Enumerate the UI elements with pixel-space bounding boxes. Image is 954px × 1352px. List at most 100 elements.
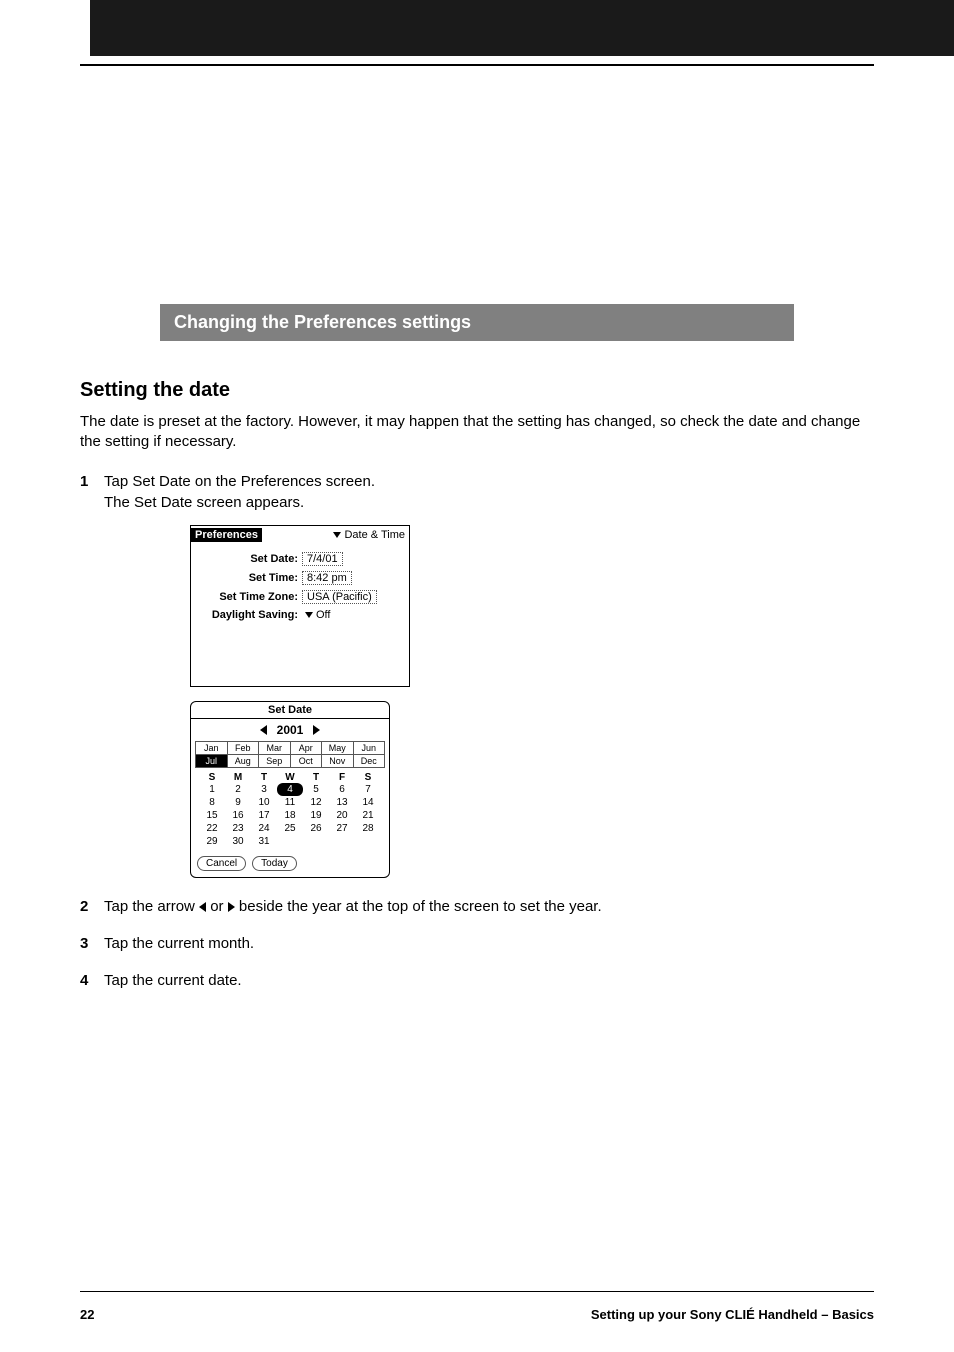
day-cell[interactable]: 22 (199, 822, 225, 835)
top-rule (80, 64, 874, 66)
day-cell[interactable]: 13 (329, 796, 355, 809)
month-cell-oct[interactable]: Oct (291, 755, 323, 768)
dow-header: M (225, 772, 251, 783)
day-cell[interactable]: 3 (251, 783, 277, 796)
day-cell[interactable]: 17 (251, 809, 277, 822)
daylight-label: Daylight Saving: (197, 609, 302, 621)
step-2: 2 Tap the arrow or beside the year at th… (80, 898, 874, 915)
prefs-menu-label: Date & Time (344, 529, 405, 541)
section-body-text: The date is preset at the factory. Howev… (80, 412, 874, 453)
section-title: Setting the date (80, 379, 874, 402)
day-cell[interactable]: 4 (277, 783, 303, 796)
top-header-bar (0, 0, 954, 56)
daylight-value[interactable]: Off (316, 609, 330, 621)
prefs-title: Preferences (191, 528, 262, 542)
day-cell-empty (277, 835, 303, 848)
day-cell[interactable]: 1 (199, 783, 225, 796)
step-4-text: Tap the current date. (104, 972, 874, 989)
set-date-title: Set Date (191, 702, 389, 719)
right-arrow-icon (228, 902, 235, 912)
day-cell[interactable]: 9 (225, 796, 251, 809)
month-cell-jan[interactable]: Jan (196, 742, 228, 755)
month-cell-feb[interactable]: Feb (228, 742, 260, 755)
day-cell[interactable]: 31 (251, 835, 277, 848)
year-value: 2001 (277, 723, 304, 737)
day-cell[interactable]: 15 (199, 809, 225, 822)
set-date-label: Set Date: (197, 553, 302, 565)
month-cell-jul[interactable]: Jul (196, 755, 228, 768)
dow-header: S (199, 772, 225, 783)
month-cell-aug[interactable]: Aug (228, 755, 260, 768)
step-3: 3 Tap the current month. (80, 935, 874, 952)
step-1-number: 1 (80, 473, 104, 511)
day-cell[interactable]: 14 (355, 796, 381, 809)
month-cell-nov[interactable]: Nov (322, 755, 354, 768)
day-cell[interactable]: 29 (199, 835, 225, 848)
month-cell-sep[interactable]: Sep (259, 755, 291, 768)
dow-header: T (251, 772, 277, 783)
month-cell-apr[interactable]: Apr (291, 742, 323, 755)
day-cell[interactable]: 19 (303, 809, 329, 822)
day-cell[interactable]: 5 (303, 783, 329, 796)
day-cell[interactable]: 10 (251, 796, 277, 809)
step-1: 1 Tap Set Date on the Preferences screen… (80, 473, 874, 511)
page-number: 22 (80, 1307, 94, 1322)
day-cell[interactable]: 26 (303, 822, 329, 835)
month-cell-jun[interactable]: Jun (354, 742, 386, 755)
day-cell[interactable]: 24 (251, 822, 277, 835)
day-cell[interactable]: 8 (199, 796, 225, 809)
top-bar-dark (90, 0, 954, 56)
day-cell[interactable]: 23 (225, 822, 251, 835)
dow-header: F (329, 772, 355, 783)
set-date-screenshot: Set Date 2001 JanFebMarAprMayJun JulAugSe… (190, 701, 390, 878)
set-date-value[interactable]: 7/4/01 (302, 552, 343, 566)
day-cell[interactable]: 11 (277, 796, 303, 809)
set-timezone-label: Set Time Zone: (197, 591, 302, 603)
step-1-text: Tap Set Date on the Preferences screen. (104, 473, 874, 490)
day-cell[interactable]: 30 (225, 835, 251, 848)
day-cell[interactable]: 16 (225, 809, 251, 822)
dow-header: W (277, 772, 303, 783)
day-cell[interactable]: 18 (277, 809, 303, 822)
day-cell[interactable]: 6 (329, 783, 355, 796)
page-footer: 22 Setting up your Sony CLIÉ Handheld – … (80, 1307, 874, 1322)
day-cell[interactable]: 2 (225, 783, 251, 796)
step-3-number: 3 (80, 935, 104, 952)
daylight-dropdown-icon[interactable] (305, 612, 313, 618)
day-cell[interactable]: 25 (277, 822, 303, 835)
step-4: 4 Tap the current date. (80, 972, 874, 989)
top-bar-cutout (0, 0, 90, 56)
cancel-button[interactable]: Cancel (197, 856, 246, 871)
day-cell[interactable]: 7 (355, 783, 381, 796)
dow-header: S (355, 772, 381, 783)
day-cell-empty (355, 835, 381, 848)
day-cell-empty (329, 835, 355, 848)
step-2-text: Tap the arrow or beside the year at the … (104, 898, 874, 915)
day-cell[interactable]: 21 (355, 809, 381, 822)
chapter-bar: Changing the Preferences settings (160, 304, 794, 341)
footer-title: Setting up your Sony CLIÉ Handheld – Bas… (591, 1307, 874, 1322)
today-button[interactable]: Today (252, 856, 297, 871)
dow-header: T (303, 772, 329, 783)
dropdown-icon (333, 532, 341, 538)
year-prev-icon[interactable] (260, 725, 267, 735)
prefs-menu[interactable]: Date & Time (333, 529, 409, 541)
month-cell-may[interactable]: May (322, 742, 354, 755)
step-1-subtext: The Set Date screen appears. (104, 494, 874, 511)
step-2-number: 2 (80, 898, 104, 915)
day-cell[interactable]: 28 (355, 822, 381, 835)
preferences-screenshot: Preferences Date & Time Set Date: 7/4/01… (190, 525, 410, 687)
day-cell[interactable]: 12 (303, 796, 329, 809)
year-next-icon[interactable] (313, 725, 320, 735)
left-arrow-icon (199, 902, 206, 912)
month-cell-dec[interactable]: Dec (354, 755, 386, 768)
set-timezone-value[interactable]: USA (Pacific) (302, 590, 377, 604)
month-cell-mar[interactable]: Mar (259, 742, 291, 755)
day-cell[interactable]: 20 (329, 809, 355, 822)
day-cell[interactable]: 27 (329, 822, 355, 835)
day-of-week-row: SMTWTFS (199, 772, 381, 783)
day-cell-empty (303, 835, 329, 848)
set-time-value[interactable]: 8:42 pm (302, 571, 352, 585)
step-4-number: 4 (80, 972, 104, 989)
step-3-text: Tap the current month. (104, 935, 874, 952)
